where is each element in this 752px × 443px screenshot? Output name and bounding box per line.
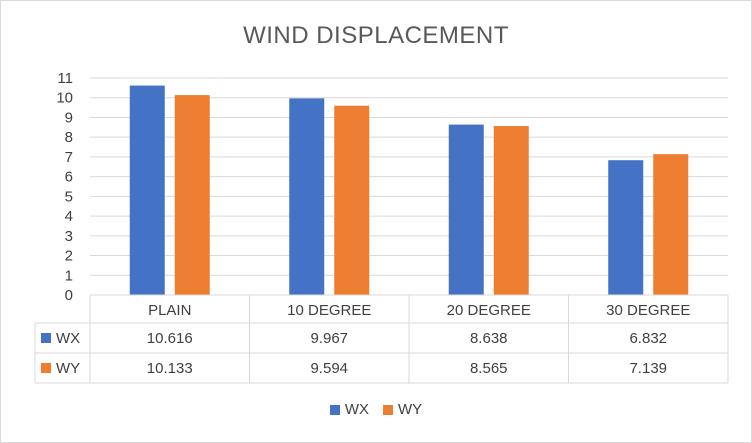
bar-wy (493, 126, 529, 295)
legend-label: WY (398, 401, 423, 418)
y-tick-label: 2 (65, 248, 73, 265)
legend-item-wx: WX (329, 401, 369, 418)
legend-swatch (383, 404, 393, 415)
y-tick-label: 1 (65, 267, 73, 284)
data-label: 7.139 (629, 360, 667, 377)
data-label: 9.967 (310, 330, 348, 347)
bar-wx (448, 124, 484, 295)
category-label: PLAIN (148, 302, 191, 319)
y-tick-label: 3 (65, 228, 73, 245)
y-tick-label: 11 (57, 70, 73, 87)
legend-item-wy: WY (383, 401, 422, 418)
y-tick-label: 10 (56, 90, 73, 107)
y-axis-ticks: 0 1 2 3 4 5 6 7 8 9 10 11 (56, 70, 73, 304)
bar-wx (289, 98, 325, 296)
y-tick-label: 5 (65, 188, 73, 205)
bar-wy (334, 105, 370, 295)
category-label: 30 DEGREE (606, 302, 690, 319)
data-table: PLAIN 10 DEGREE 20 DEGREE 30 DEGREE WX 10.616… (34, 294, 729, 384)
data-label: 8.638 (470, 330, 508, 347)
bars (129, 85, 689, 296)
y-tick-label: 4 (65, 208, 73, 225)
y-tick-label: 8 (65, 129, 73, 146)
table-series-name: WY (56, 360, 80, 377)
y-tick-label: 9 (65, 109, 73, 126)
table-swatch-wx (41, 333, 51, 343)
legend: WX WY (0, 401, 752, 418)
category-label: 10 DEGREE (287, 302, 371, 319)
legend-swatch (329, 404, 340, 415)
chart-title: WIND DISPLACEMENT (243, 22, 509, 49)
bar-wx (608, 160, 644, 295)
y-tick-label: 7 (65, 149, 73, 166)
bar-wy (174, 95, 210, 295)
y-tick-label: 6 (65, 169, 73, 186)
data-label: 10.616 (147, 330, 193, 347)
y-tick-label: 0 (65, 287, 73, 304)
data-label: 8.565 (470, 360, 508, 377)
table-series-name: WX (56, 330, 80, 347)
data-label: 9.594 (310, 360, 348, 377)
data-label: 6.832 (629, 330, 667, 347)
data-label: 10.133 (147, 360, 193, 377)
category-label: 20 DEGREE (447, 302, 531, 319)
legend-label: WX (344, 401, 369, 418)
bar-wx (129, 85, 165, 295)
table-swatch-wy (41, 363, 51, 373)
bar-wy (653, 154, 689, 295)
